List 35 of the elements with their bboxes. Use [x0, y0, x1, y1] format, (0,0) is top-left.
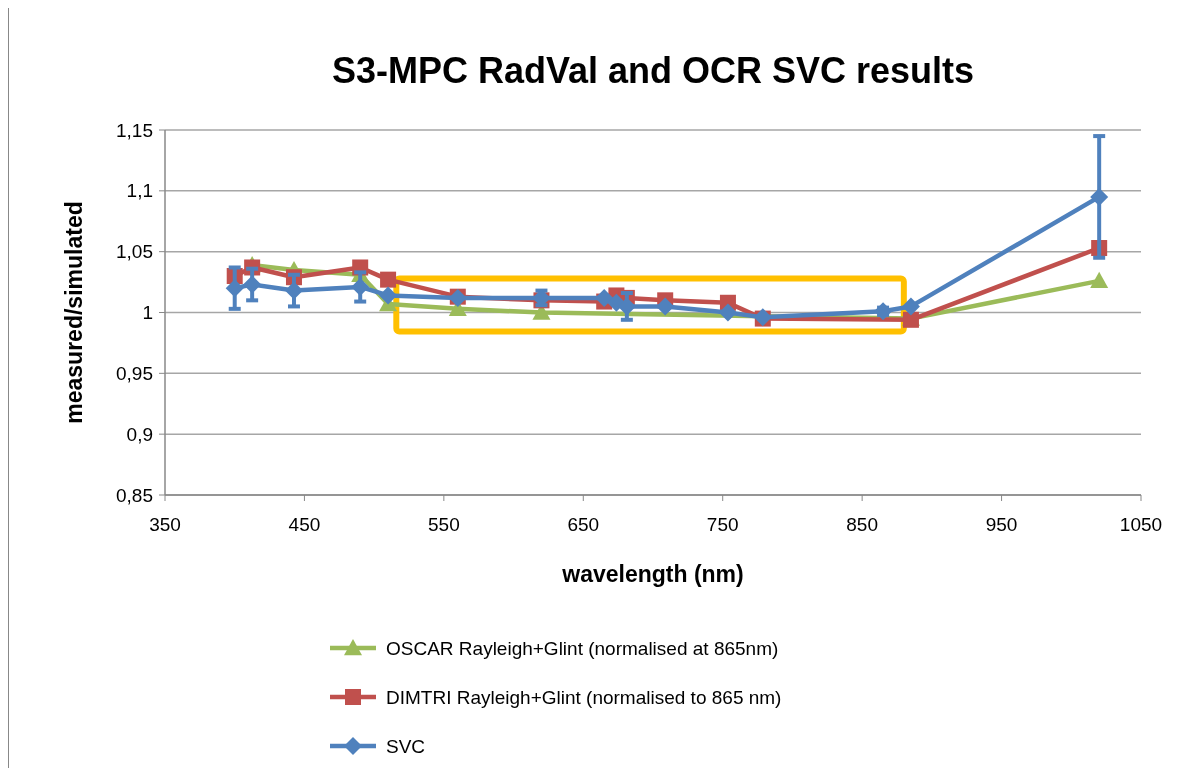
x-tick-label: 950 [985, 514, 1018, 535]
y-tick-label: 0,9 [126, 423, 153, 445]
y-tick-label: 0,85 [116, 484, 153, 506]
y-tick-label: 1 [142, 302, 153, 324]
point [1090, 187, 1109, 206]
point [225, 279, 244, 298]
x-tick-label: 450 [288, 514, 321, 535]
point [243, 275, 262, 294]
y-tick-label: 1,05 [116, 241, 153, 263]
point [351, 277, 370, 296]
point [617, 297, 636, 316]
y-tick-label: 1,15 [116, 119, 153, 141]
point [901, 297, 920, 316]
legend-label: DIMTRI Rayleigh+Glint (normalised to 865 nm) [386, 686, 782, 708]
x-tick-label: 1050 [1119, 514, 1163, 535]
x-tick-label: 750 [706, 514, 739, 535]
point [284, 281, 303, 300]
x-axis-title: wavelength (nm) [561, 561, 744, 587]
x-tick-label: 650 [567, 514, 600, 535]
x-tick-label: 350 [149, 514, 181, 535]
legend-label: OSCAR Rayleigh+Glint (normalised at 865nm) [386, 637, 779, 659]
legend-label: SVC [386, 735, 426, 757]
point [595, 288, 614, 307]
point [718, 303, 737, 322]
x-tick-label: 850 [846, 514, 878, 535]
point [1090, 271, 1109, 289]
point [380, 271, 397, 288]
point [656, 297, 675, 316]
y-tick-label: 0,95 [116, 362, 153, 384]
x-tick-label: 550 [428, 514, 460, 535]
y-axis-title: measured/simulated [61, 201, 87, 424]
point [874, 302, 893, 321]
point [379, 286, 398, 305]
y-tick-label: 1,1 [126, 180, 153, 202]
chart-title: S3-MPC RadVal and OCR SVC results [331, 50, 975, 91]
